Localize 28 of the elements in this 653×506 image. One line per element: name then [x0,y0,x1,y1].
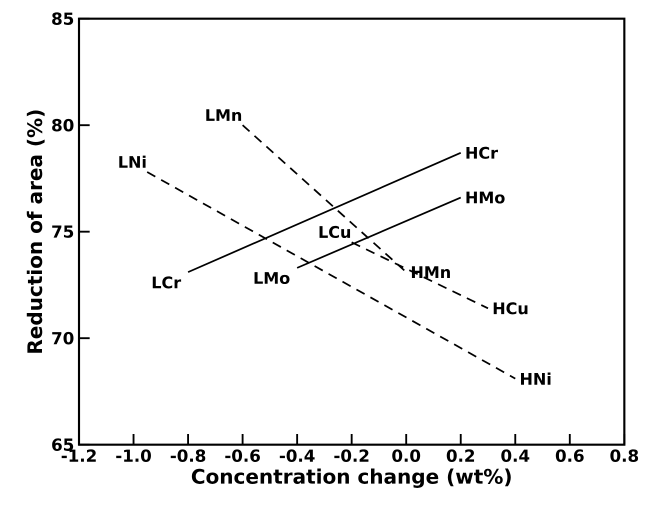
x-axis-title: Concentration change (wt%) [192,468,511,488]
y-tick-label: 80 [52,118,74,132]
x-tick-label: -0.4 [280,449,315,462]
x-tick-label: -1.2 [62,449,96,462]
annotation: LMn [206,109,242,121]
x-tick-label: -0.8 [170,449,206,462]
x-tick-label: 0.6 [556,449,584,462]
x-tick-label: 0.0 [392,449,420,462]
annotation: LNi [119,156,146,168]
x-tick-label: 0.4 [501,449,530,462]
annotation: HCr [466,146,498,159]
annotation: HNi [521,372,550,385]
annotation: LMo [254,272,290,284]
annotation: HCu [494,302,528,314]
y-tick-label: 65 [52,438,74,451]
y-axis-title: Reduction of area (%) [26,110,45,353]
y-tick-label: 75 [52,225,74,238]
y-tick-label: 85 [52,12,74,25]
annotation: HMo [466,192,505,204]
x-tick-label: -0.2 [334,449,368,462]
x-tick-label: 0.2 [446,449,474,462]
x-tick-label: -1.0 [116,449,151,462]
y-tick-label: 70 [52,332,74,344]
annotation: LCr [152,276,182,288]
x-tick-label: -0.6 [225,449,260,462]
x-tick-label: 0.8 [610,449,638,462]
annotation: LCu [320,226,350,238]
annotation: HMn [412,266,450,278]
